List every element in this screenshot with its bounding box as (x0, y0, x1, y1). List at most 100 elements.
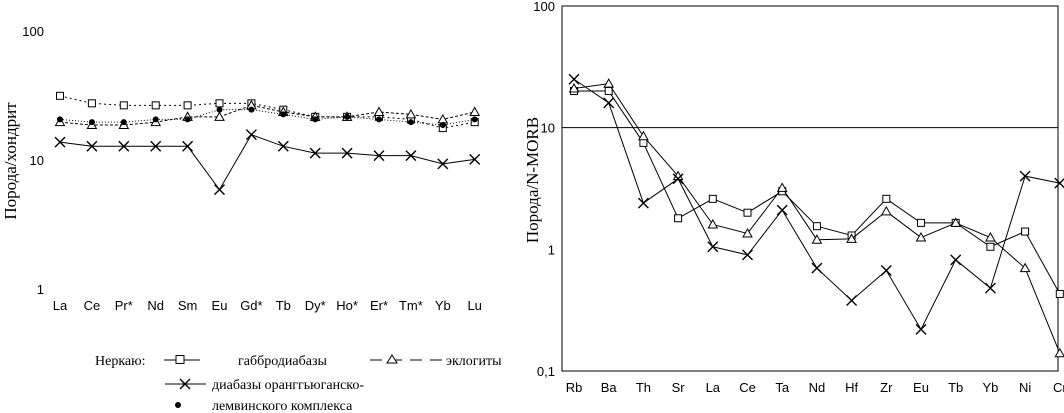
data-point (743, 208, 752, 217)
data-point (277, 140, 289, 152)
x-tick-label: Ho* (336, 298, 358, 313)
x-tick-label: Lu (467, 298, 481, 313)
data-point (1054, 177, 1064, 189)
x-tick-label: Dy* (305, 298, 326, 313)
x-tick-label: Nd (147, 298, 164, 313)
data-point (672, 173, 684, 185)
data-point (742, 227, 753, 238)
x-tick-label: Ce (84, 298, 101, 313)
plot-frame (561, 5, 1059, 372)
legend-prefix: Неркаю: (95, 354, 145, 369)
x-tick-label: Ba (601, 380, 618, 395)
series-line (573, 83, 1061, 354)
data-point (1021, 227, 1030, 236)
data-point (950, 217, 962, 227)
data-point (986, 242, 995, 251)
x-tick-label: Sr (672, 380, 686, 395)
data-point (280, 111, 287, 118)
data-point (184, 116, 191, 123)
data-point (811, 234, 823, 244)
data-point (638, 130, 649, 141)
data-point (57, 116, 63, 123)
data-point (742, 249, 753, 261)
data-point (151, 101, 160, 110)
series-line (59, 109, 475, 126)
data-point (812, 222, 821, 231)
data-point (985, 232, 996, 242)
data-point (469, 153, 481, 165)
x-tick-label: La (706, 380, 721, 395)
x-tick-label: Er* (370, 298, 388, 313)
x-tick-label: Tm* (399, 298, 423, 313)
data-point (1055, 289, 1064, 298)
x-tick-label: Tb (276, 298, 291, 313)
data-point (309, 147, 321, 159)
data-point (216, 106, 223, 113)
x-tick-label: Yb (435, 298, 451, 313)
legend-label-diabase-2: лемвинского комплекса (212, 399, 353, 413)
y-tick-label: 1 (37, 282, 44, 297)
data-point (405, 150, 417, 162)
data-point (214, 184, 225, 196)
data-point (707, 218, 719, 229)
x-tick-label: Ni (1019, 380, 1031, 395)
data-point (405, 108, 417, 119)
legend-triangle-marker (386, 354, 398, 364)
data-point (776, 182, 788, 192)
legend-label-eclogite: эклогиты (446, 354, 502, 369)
x-tick-label: Nd (809, 380, 826, 395)
series-line (59, 104, 475, 126)
data-point (118, 140, 130, 152)
y-tick-label: 1 (548, 242, 555, 257)
data-point (846, 294, 858, 306)
data-point (312, 116, 319, 123)
data-point (245, 129, 257, 141)
chart-spider: 100 10 1 0,1 Rb Ba Th Sr La Ce Ta Nd Hf Zr Eu Tb Yb Ni Cr П… (523, 0, 1064, 395)
data-point (119, 101, 128, 110)
data-point (674, 214, 683, 223)
legend-label-diabase-1: диабазы оранггьюганско- (212, 378, 364, 393)
data-point (341, 147, 353, 159)
y-tick-label: 100 (22, 24, 44, 39)
x-tick-label: Th (636, 380, 651, 395)
data-point (182, 140, 194, 152)
data-point (880, 264, 892, 276)
series-line (59, 134, 475, 191)
data-point (373, 106, 385, 116)
data-point (603, 78, 615, 88)
data-point (214, 111, 225, 121)
x-tick-label: Ce (739, 380, 756, 395)
data-point (707, 241, 719, 253)
legend-label-gabbro: габбродиабазы (238, 354, 327, 369)
data-point (950, 254, 962, 266)
x-tick-label: Tb (948, 380, 963, 395)
x-tick-label: Eu (212, 298, 228, 313)
series-line (59, 95, 475, 129)
data-point (917, 218, 925, 227)
y-axis-label: Порода/N-MORB (523, 117, 542, 243)
data-point (637, 197, 649, 209)
data-point (880, 205, 892, 216)
data-point (846, 233, 857, 243)
data-point (708, 194, 717, 203)
data-point (639, 138, 648, 147)
y-tick-label: 100 (533, 0, 555, 14)
data-point (437, 158, 449, 170)
y-tick-label: 0,1 (537, 364, 555, 379)
data-point (373, 150, 385, 162)
x-tick-label: Pr* (115, 298, 133, 313)
data-point (439, 122, 446, 129)
legend-x-marker (179, 378, 191, 390)
data-point (150, 140, 162, 152)
legend: Неркаю: габбродиабазы эклогиты диабазы о… (95, 354, 502, 413)
legend-dot-marker (175, 402, 181, 408)
series-line (574, 90, 1061, 295)
data-point (1019, 262, 1031, 273)
y-axis-label: Порода/хондрит (1, 102, 20, 220)
data-point (344, 113, 351, 120)
y-tick-label: 10 (30, 153, 44, 168)
x-tick-label: Gd* (240, 298, 262, 313)
data-point (1019, 170, 1031, 182)
x-tick-label: Ta (775, 380, 790, 395)
